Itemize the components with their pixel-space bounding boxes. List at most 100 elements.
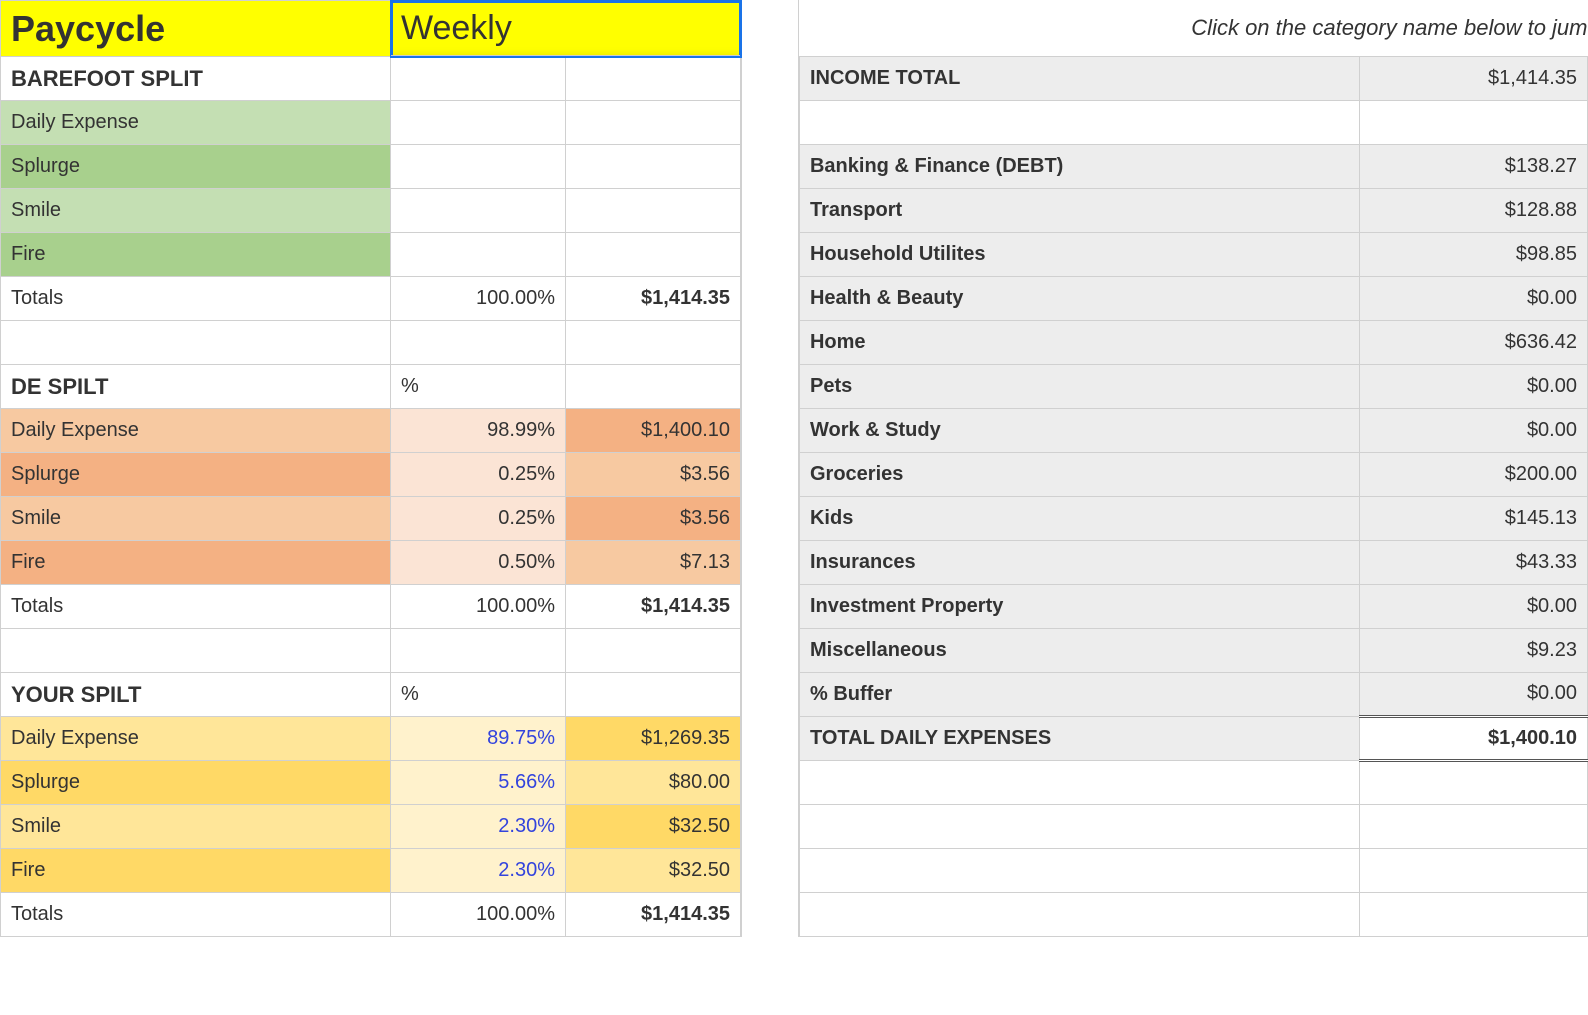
your-totals-amt[interactable]: $1,414.35	[566, 893, 741, 937]
income-total-value[interactable]: $1,414.35	[1359, 56, 1587, 100]
de-row-pct[interactable]: 0.50%	[391, 541, 566, 585]
your-row-pct[interactable]: 89.75%	[391, 717, 566, 761]
your-row-pct[interactable]: 2.30%	[391, 805, 566, 849]
barefoot-totals-pct[interactable]: 100.00%	[391, 277, 566, 321]
your-totals-label[interactable]: Totals	[1, 893, 391, 937]
category-link[interactable]: Insurances	[799, 540, 1359, 584]
your-row-pct[interactable]: 5.66%	[391, 761, 566, 805]
your-split-title[interactable]: YOUR SPILT	[1, 673, 391, 717]
cell[interactable]	[391, 101, 566, 145]
category-link[interactable]: Investment Property	[799, 584, 1359, 628]
cell[interactable]	[391, 145, 566, 189]
cell[interactable]	[1359, 804, 1587, 848]
de-totals-amt[interactable]: $1,414.35	[566, 585, 741, 629]
de-row-pct[interactable]: 0.25%	[391, 497, 566, 541]
category-amt[interactable]: $0.00	[1359, 672, 1587, 716]
cell[interactable]	[1359, 760, 1587, 804]
category-amt[interactable]: $0.00	[1359, 408, 1587, 452]
barefoot-row-label[interactable]: Daily Expense	[1, 101, 391, 145]
cell[interactable]	[1, 629, 391, 673]
de-row-pct[interactable]: 98.99%	[391, 409, 566, 453]
category-link[interactable]: Health & Beauty	[799, 276, 1359, 320]
your-totals-pct[interactable]: 100.00%	[391, 893, 566, 937]
your-row-pct[interactable]: 2.30%	[391, 849, 566, 893]
barefoot-totals-label[interactable]: Totals	[1, 277, 391, 321]
de-row-amt[interactable]: $7.13	[566, 541, 741, 585]
dropdown-option[interactable]: Weekly	[391, 56, 741, 57]
cell[interactable]	[566, 629, 741, 673]
cell[interactable]	[566, 101, 741, 145]
category-link[interactable]: Pets	[799, 364, 1359, 408]
category-amt[interactable]: $200.00	[1359, 452, 1587, 496]
de-row-pct[interactable]: 0.25%	[391, 453, 566, 497]
category-link[interactable]: % Buffer	[799, 672, 1359, 716]
category-link[interactable]: Kids	[799, 496, 1359, 540]
paycycle-dropdown-cell[interactable]: Weekly Weekly Fortnightly Semi-Monthly M…	[391, 1, 741, 57]
cell[interactable]	[566, 673, 741, 717]
cell[interactable]	[799, 848, 1359, 892]
category-amt[interactable]: $636.42	[1359, 320, 1587, 364]
category-link[interactable]: Groceries	[799, 452, 1359, 496]
de-row-label[interactable]: Fire	[1, 541, 391, 585]
paycycle-label-cell[interactable]: Paycycle	[1, 1, 391, 57]
your-split-pct-header[interactable]: %	[391, 673, 566, 717]
cell[interactable]	[391, 189, 566, 233]
cell[interactable]	[1359, 100, 1587, 144]
your-row-amt[interactable]: $1,269.35	[566, 717, 741, 761]
cell[interactable]	[799, 760, 1359, 804]
category-link[interactable]: Home	[799, 320, 1359, 364]
cell[interactable]	[1, 321, 391, 365]
de-row-amt[interactable]: $1,400.10	[566, 409, 741, 453]
barefoot-title[interactable]: BAREFOOT SPLIT	[1, 57, 391, 101]
your-row-label[interactable]: Fire	[1, 849, 391, 893]
category-amt[interactable]: $98.85	[1359, 232, 1587, 276]
cell[interactable]	[799, 892, 1359, 936]
category-amt[interactable]: $9.23	[1359, 628, 1587, 672]
cell[interactable]	[566, 233, 741, 277]
category-amt[interactable]: $128.88	[1359, 188, 1587, 232]
de-totals-pct[interactable]: 100.00%	[391, 585, 566, 629]
de-split-title[interactable]: DE SPILT	[1, 365, 391, 409]
category-amt[interactable]: $0.00	[1359, 364, 1587, 408]
total-daily-expenses-label[interactable]: TOTAL DAILY EXPENSES	[799, 716, 1359, 760]
barefoot-totals-amt[interactable]: $1,414.35	[566, 277, 741, 321]
total-daily-expenses-value[interactable]: $1,400.10	[1359, 716, 1587, 760]
your-row-amt[interactable]: $80.00	[566, 761, 741, 805]
cell[interactable]	[566, 145, 741, 189]
cell[interactable]	[799, 100, 1359, 144]
cell[interactable]	[566, 57, 741, 101]
category-amt[interactable]: $145.13	[1359, 496, 1587, 540]
your-row-label[interactable]: Smile	[1, 805, 391, 849]
cell[interactable]	[1359, 848, 1587, 892]
category-link[interactable]: Banking & Finance (DEBT)	[799, 144, 1359, 188]
your-row-amt[interactable]: $32.50	[566, 849, 741, 893]
cell[interactable]	[391, 629, 566, 673]
category-link[interactable]: Transport	[799, 188, 1359, 232]
category-amt[interactable]: $0.00	[1359, 584, 1587, 628]
your-row-label[interactable]: Splurge	[1, 761, 391, 805]
cell[interactable]	[566, 189, 741, 233]
your-row-label[interactable]: Daily Expense	[1, 717, 391, 761]
cell[interactable]	[391, 57, 566, 101]
cell[interactable]	[799, 804, 1359, 848]
category-amt[interactable]: $138.27	[1359, 144, 1587, 188]
category-link[interactable]: Household Utilites	[799, 232, 1359, 276]
barefoot-row-label[interactable]: Splurge	[1, 145, 391, 189]
barefoot-row-label[interactable]: Smile	[1, 189, 391, 233]
cell[interactable]	[566, 321, 741, 365]
barefoot-row-label[interactable]: Fire	[1, 233, 391, 277]
category-amt[interactable]: $0.00	[1359, 276, 1587, 320]
category-amt[interactable]: $43.33	[1359, 540, 1587, 584]
de-row-amt[interactable]: $3.56	[566, 453, 741, 497]
de-row-label[interactable]: Splurge	[1, 453, 391, 497]
cell[interactable]	[566, 365, 741, 409]
category-link[interactable]: Miscellaneous	[799, 628, 1359, 672]
de-split-pct-header[interactable]: %	[391, 365, 566, 409]
your-row-amt[interactable]: $32.50	[566, 805, 741, 849]
cell[interactable]	[1359, 892, 1587, 936]
category-link[interactable]: Work & Study	[799, 408, 1359, 452]
de-row-amt[interactable]: $3.56	[566, 497, 741, 541]
cell[interactable]	[391, 233, 566, 277]
cell[interactable]	[391, 321, 566, 365]
income-total-label[interactable]: INCOME TOTAL	[799, 56, 1359, 100]
